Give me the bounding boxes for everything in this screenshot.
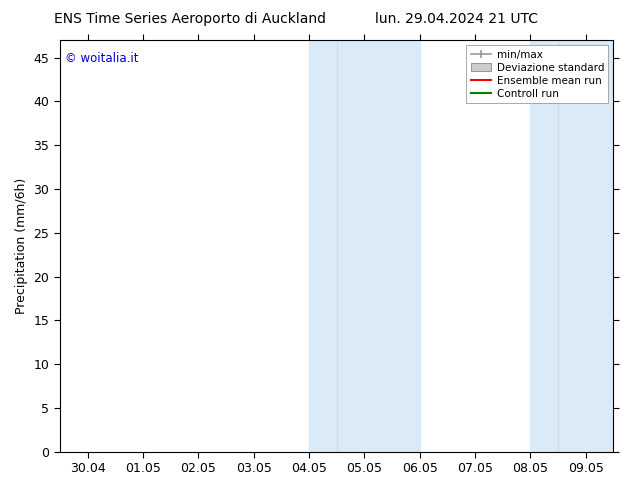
Y-axis label: Precipitation (mm/6h): Precipitation (mm/6h)	[15, 178, 28, 314]
Text: lun. 29.04.2024 21 UTC: lun. 29.04.2024 21 UTC	[375, 12, 538, 26]
Bar	[558, 40, 614, 452]
Legend: min/max, Deviazione standard, Ensemble mean run, Controll run: min/max, Deviazione standard, Ensemble m…	[467, 46, 608, 103]
Bar	[337, 40, 420, 452]
Text: © woitalia.it: © woitalia.it	[65, 52, 139, 66]
Bar	[309, 40, 337, 452]
Text: ENS Time Series Aeroporto di Auckland: ENS Time Series Aeroporto di Auckland	[54, 12, 327, 26]
Bar	[531, 40, 558, 452]
